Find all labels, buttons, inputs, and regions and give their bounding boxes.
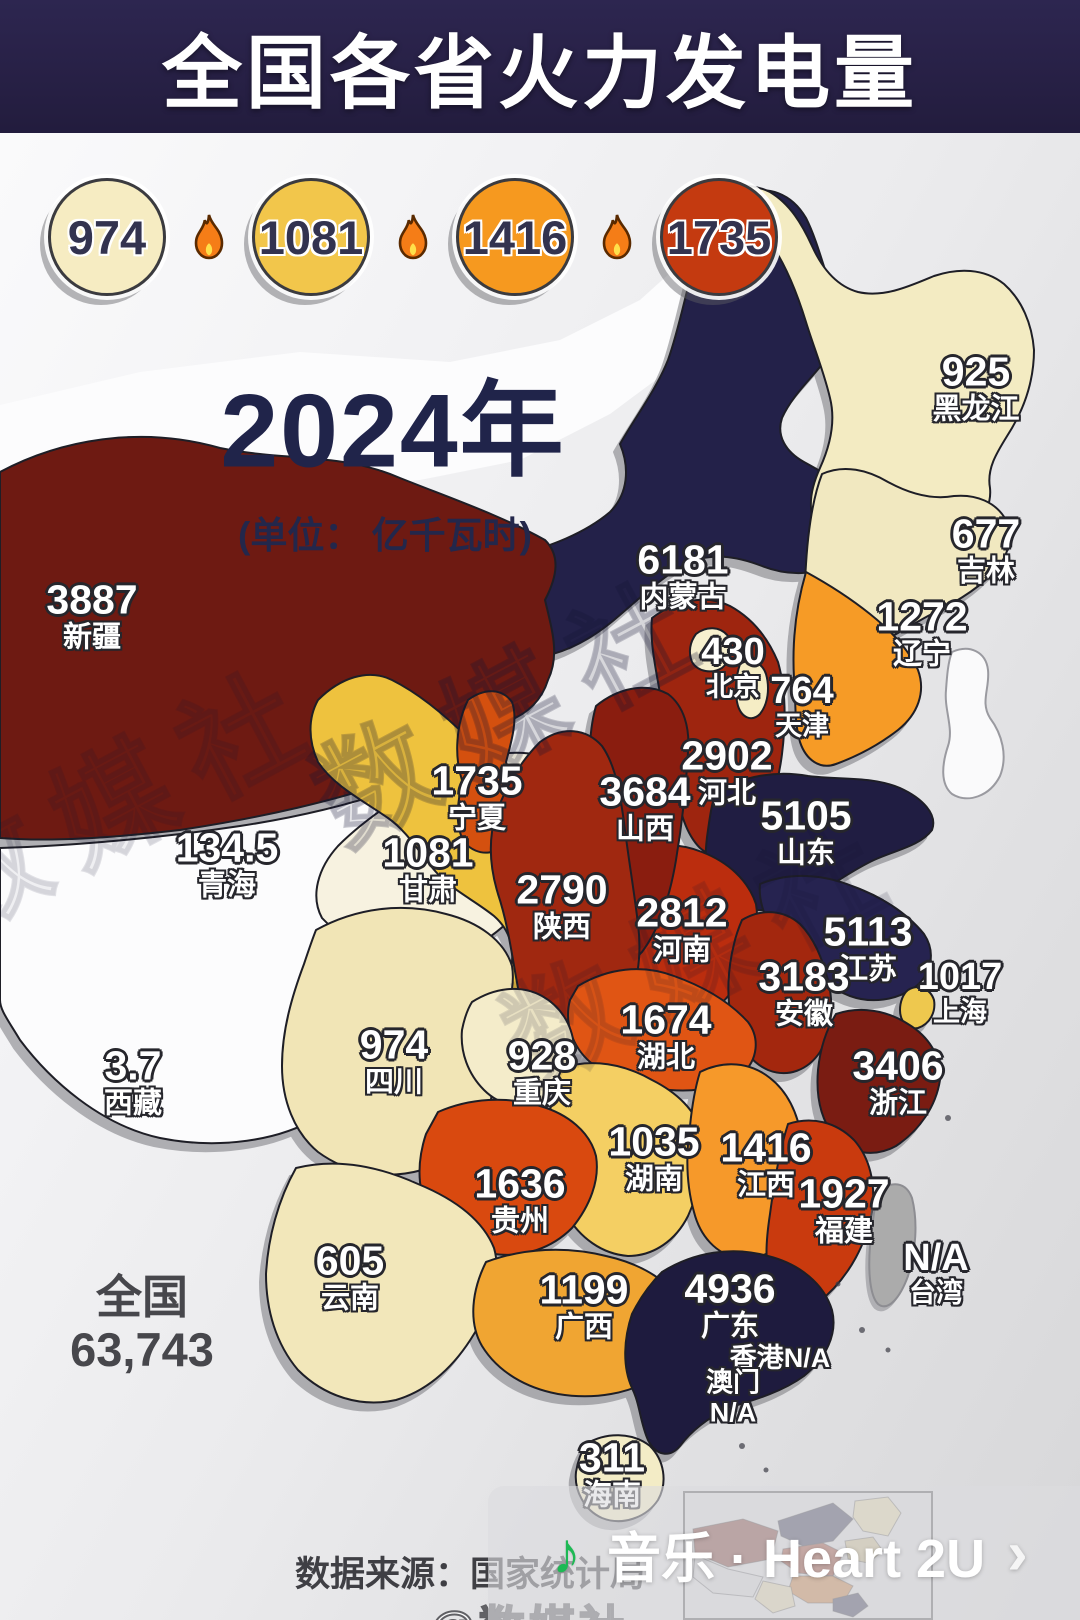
taiwan-group — [868, 1183, 917, 1308]
province-label-qinghai: 134.5 青海 — [175, 824, 279, 902]
province-label-liaoning: 1272 辽宁 — [876, 593, 968, 671]
region-taiwan — [868, 1183, 917, 1308]
province-label-taiwan: N/A 台湾 — [903, 1236, 969, 1308]
region-yunnan — [265, 1162, 498, 1404]
legend-value: 1081 — [258, 210, 364, 264]
national-label: 全国 — [95, 1271, 188, 1324]
province-label-tianjin: 764 天津 — [770, 669, 834, 741]
province-label-xizang: 3.7 西藏 — [103, 1042, 163, 1120]
province-label-shandong: 5105 山东 — [760, 792, 852, 870]
region-guangdong — [624, 1250, 835, 1455]
province-label-zhejiang: 3406 浙江 — [852, 1042, 944, 1120]
region-zhejiang — [816, 1008, 942, 1154]
province-label-jiangsu: 5113 江苏 — [823, 908, 913, 986]
province-label-sichuan: 974 四川 — [359, 1021, 429, 1099]
page-title: 全国各省火力发电量 — [162, 28, 918, 118]
national-value: 63,743 — [70, 1323, 214, 1377]
province-label-henan: 2812 河南 — [636, 889, 728, 967]
national-total: 全国 63,743 — [70, 1273, 214, 1375]
title-bar: 全国各省火力发电量 — [0, 0, 1080, 133]
chevron-right-icon[interactable]: › — [1007, 1518, 1028, 1588]
legend-circle-2: 1081 — [252, 178, 370, 296]
province-label-chongqing: 928 重庆 — [507, 1032, 577, 1110]
province-label-gansu: 1081 甘肃 — [382, 829, 474, 907]
province-label-neimenggu: 6181 内蒙古 — [637, 536, 729, 614]
province-label-yunnan: 605 云南 — [315, 1237, 385, 1315]
legend: 974 1081 1416 1735 — [48, 178, 778, 296]
province-label-jiangxi: 1416 江西 — [720, 1124, 812, 1202]
province-label-heilongjiang: 925 黑龙江 — [932, 348, 1020, 426]
province-label-fujian: 1927 福建 — [798, 1170, 890, 1248]
legend-value: 974 — [67, 210, 147, 264]
province-label-jilin: 677 吉林 — [951, 510, 1021, 588]
province-label-ningxia: 1735 宁夏 — [431, 757, 523, 835]
province-label-shanghai: 1017 上海 — [917, 955, 1003, 1027]
music-note-icon: ♪ — [552, 1520, 581, 1586]
flame-icon — [398, 214, 428, 260]
music-title[interactable]: 音乐 · Heart 2U — [607, 1528, 986, 1589]
province-label-hebei: 2902 河北 — [681, 732, 773, 810]
province-label-macau: 澳门 N/A — [706, 1367, 760, 1427]
unit-label: (单位： 亿千瓦时) — [238, 515, 532, 556]
flame-icon — [194, 214, 224, 260]
region-tianjin — [734, 660, 769, 720]
legend-circle-4: 1735 — [660, 178, 778, 296]
korea-region — [942, 647, 1005, 800]
province-label-guangxi: 1199 广西 — [539, 1266, 629, 1344]
province-label-guangdong: 4936 广东 — [684, 1265, 776, 1343]
legend-circle-1: 974 — [48, 178, 166, 296]
legend-value: 1735 — [666, 210, 772, 264]
province-label-guizhou: 1636 贵州 — [474, 1160, 566, 1238]
flame-icon — [602, 214, 632, 260]
region-beijing — [688, 627, 733, 673]
province-label-hongkong: 香港 N/A — [729, 1343, 831, 1374]
legend-value: 1416 — [462, 210, 568, 264]
year-label: 2024年 — [220, 373, 566, 490]
music-bar[interactable]: ♪ 音乐 · Heart 2U › — [488, 1486, 1080, 1620]
province-label-hunan: 1035 湖南 — [608, 1118, 700, 1196]
legend-circle-3: 1416 — [456, 178, 574, 296]
province-label-anhui: 3183 安徽 — [758, 953, 850, 1031]
province-label-shaanxi: 2790 陕西 — [516, 866, 608, 944]
region-shanghai — [899, 986, 936, 1030]
province-label-hubei: 1674 湖北 — [620, 996, 712, 1074]
province-label-beijing: 430 北京 — [701, 630, 765, 702]
province-label-xinjiang: 3887 新疆 — [46, 576, 138, 654]
region-liaoning — [792, 571, 923, 767]
region-chongqing — [460, 987, 575, 1107]
province-label-shanxi: 3684 山西 — [599, 768, 691, 846]
